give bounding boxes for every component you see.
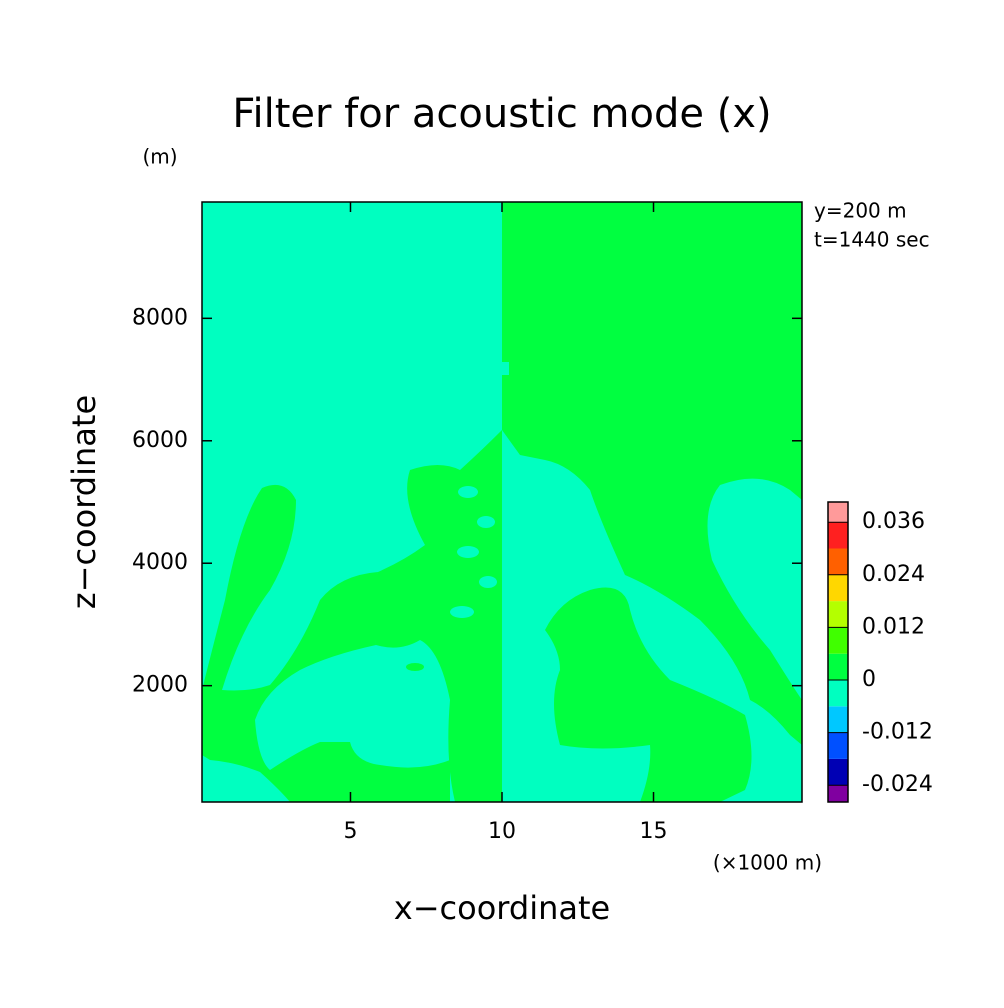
colorbar-label: -0.012 (862, 720, 933, 745)
contour-region (479, 576, 497, 588)
contour-region (502, 202, 802, 745)
annotation: t=1440 sec (814, 228, 930, 252)
contour-region (202, 484, 450, 802)
y-tick-label: 8000 (132, 305, 188, 330)
x-tick-label: 15 (640, 819, 668, 844)
y-tick-label: 4000 (132, 550, 188, 575)
colorbar-band (828, 502, 848, 523)
x-unit: (×1000 m) (713, 851, 822, 875)
colorbar-band (828, 548, 848, 575)
colorbar-band (828, 574, 848, 602)
colorbar-label: 0.024 (862, 562, 925, 587)
contour-field (202, 202, 802, 802)
colorbar-band (828, 522, 848, 549)
contour-region (458, 486, 478, 498)
contour-region (545, 587, 752, 802)
y-axis-title: z−coordinate (65, 395, 103, 609)
contour-region (511, 576, 529, 588)
colorbar-band (828, 653, 848, 680)
colorbar-label: -0.024 (862, 772, 933, 797)
contour-region (477, 516, 495, 528)
annotation: y=200 m (814, 199, 907, 223)
x-axis-title: x−coordinate (394, 889, 610, 927)
contour-region (450, 606, 474, 618)
colorbar-label: 0.036 (862, 509, 925, 534)
y-tick-label: 6000 (132, 428, 188, 453)
contour-region (581, 663, 599, 671)
colorbar-band (828, 601, 848, 628)
contour-region (374, 430, 502, 802)
contour-region (406, 663, 424, 671)
chart-title: Filter for acoustic mode (x) (232, 91, 771, 137)
colorbar-frame (827, 501, 849, 803)
x-tick-label: 10 (488, 819, 516, 844)
y-tick-label: 2000 (132, 673, 188, 698)
colorbar-band (828, 785, 848, 802)
x-tick-label: 5 (343, 819, 357, 844)
contour-region (512, 466, 532, 478)
colorbar-band (828, 627, 848, 654)
contour-region (508, 506, 524, 518)
contour-region (495, 362, 509, 375)
colorbar-label: 0 (862, 667, 876, 692)
colorbar-band (828, 732, 848, 759)
colorbar-band (828, 680, 848, 707)
contour-region (457, 546, 479, 558)
colorbar-band (828, 758, 848, 786)
y-unit: (m) (142, 145, 177, 169)
colorbar-band (828, 706, 848, 733)
contour-region (522, 536, 542, 548)
colorbar-label: 0.012 (862, 614, 925, 639)
